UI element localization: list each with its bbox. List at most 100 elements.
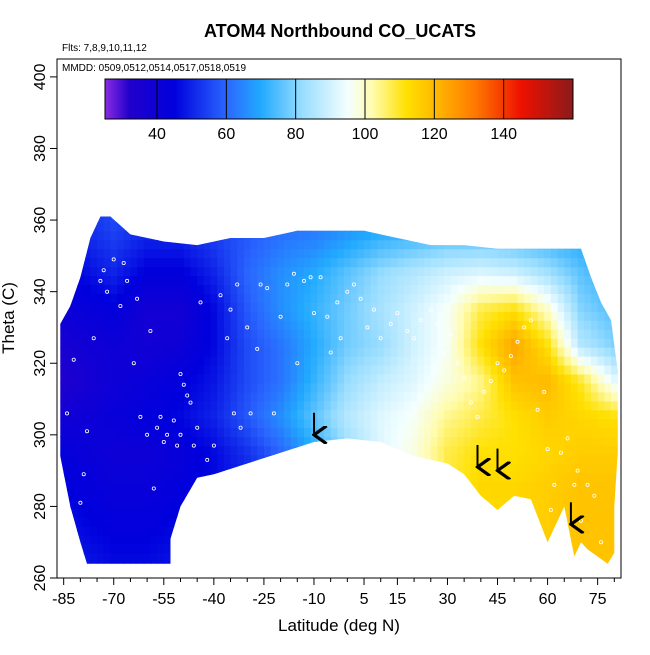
heatmap-cell xyxy=(243,463,252,473)
heatmap-cell xyxy=(90,338,98,348)
heatmap-cell xyxy=(591,552,599,563)
heatmap-cell xyxy=(317,266,325,277)
heatmap-cell xyxy=(444,374,452,384)
heatmap-cell xyxy=(604,293,612,303)
heatmap-cell xyxy=(63,544,71,554)
heatmap-cell xyxy=(270,382,278,393)
heatmap-cell xyxy=(123,302,131,312)
heatmap-cell xyxy=(137,499,145,509)
heatmap-cell xyxy=(490,248,499,259)
heatmap-cell xyxy=(324,275,332,285)
heatmap-cell xyxy=(243,552,252,563)
heatmap-cell xyxy=(390,490,398,500)
heatmap-cell xyxy=(370,400,378,411)
heatmap-cell xyxy=(290,535,298,545)
heatmap-cell xyxy=(537,365,545,375)
heatmap-cell xyxy=(283,490,292,500)
heatmap-cell xyxy=(190,248,198,259)
heatmap-cell xyxy=(450,284,459,294)
heatmap-cell xyxy=(411,204,418,214)
heatmap-cell xyxy=(477,391,485,402)
heatmap-cell xyxy=(143,293,152,303)
heatmap-cell xyxy=(183,552,192,563)
heatmap-cell xyxy=(577,490,585,500)
heatmap-cell xyxy=(584,311,592,321)
heatmap-cell xyxy=(350,284,358,294)
heatmap-cell xyxy=(537,329,545,339)
heatmap-cell xyxy=(464,311,472,321)
heatmap-cell xyxy=(183,338,192,348)
heatmap-cell xyxy=(577,552,585,563)
heatmap-cell xyxy=(370,284,378,294)
heatmap-cell xyxy=(370,266,378,277)
heatmap-cell xyxy=(357,204,364,214)
heatmap-cell xyxy=(537,338,545,348)
heatmap-cell xyxy=(544,216,552,223)
heatmap-cell xyxy=(277,436,285,447)
heatmap-cell xyxy=(110,302,118,312)
heatmap-cell xyxy=(190,418,198,429)
heatmap-cell xyxy=(117,436,125,447)
heatmap-cell xyxy=(304,293,312,303)
heatmap-cell xyxy=(584,445,592,456)
sample-point xyxy=(542,389,547,394)
heatmap-cell xyxy=(517,490,525,500)
heatmap-cell xyxy=(557,275,565,285)
heatmap-cell xyxy=(504,365,512,375)
heatmap-cell xyxy=(103,526,111,536)
sample-point xyxy=(71,357,76,362)
heatmap-cell xyxy=(203,400,212,411)
heatmap-cell xyxy=(564,535,572,545)
heatmap-cell xyxy=(464,374,472,384)
heatmap-cell xyxy=(524,382,532,393)
heatmap-cell xyxy=(297,418,305,429)
heatmap-cell xyxy=(484,221,492,232)
heatmap-cell xyxy=(350,552,358,563)
heatmap-cell xyxy=(263,356,272,366)
heatmap-cell xyxy=(350,535,358,545)
heatmap-cell xyxy=(337,365,345,375)
heatmap-cell xyxy=(344,365,352,375)
heatmap-cell xyxy=(510,517,519,527)
x-tick-label: 75 xyxy=(589,591,607,608)
heatmap-cell xyxy=(63,248,71,259)
heatmap-cell xyxy=(390,216,398,223)
heatmap-cell xyxy=(384,257,392,268)
heatmap-cell xyxy=(557,216,565,223)
heatmap-cell xyxy=(324,257,332,268)
heatmap-cell xyxy=(130,320,138,330)
heatmap-cell xyxy=(170,347,178,357)
heatmap-cell xyxy=(484,490,492,500)
heatmap-cell xyxy=(584,284,592,294)
heatmap-cell xyxy=(570,544,579,554)
heatmap-cell xyxy=(103,481,111,491)
heatmap-cell xyxy=(103,320,111,330)
heatmap-cell xyxy=(223,463,232,473)
heatmap-cell xyxy=(297,472,305,482)
heatmap-cell xyxy=(591,535,599,545)
heatmap-cell xyxy=(263,517,272,527)
heatmap-cell xyxy=(524,356,532,366)
heatmap-cell xyxy=(223,561,232,564)
heatmap-cell xyxy=(163,302,172,312)
heatmap-cell xyxy=(337,427,345,438)
heatmap-cell xyxy=(250,508,258,518)
heatmap-cell xyxy=(444,508,452,518)
heatmap-cell xyxy=(450,248,459,259)
heatmap-cell xyxy=(611,293,618,303)
heatmap-cell xyxy=(157,499,165,509)
heatmap-cell xyxy=(203,544,212,554)
heatmap-cell xyxy=(357,490,365,500)
heatmap-cell xyxy=(337,320,345,330)
heatmap-cell xyxy=(450,374,459,384)
heatmap-cell xyxy=(290,221,298,232)
heatmap-cell xyxy=(324,427,332,438)
heatmap-cell xyxy=(444,329,452,339)
heatmap-cell xyxy=(437,427,445,438)
heatmap-cell xyxy=(497,338,505,348)
heatmap-cell xyxy=(310,284,318,294)
heatmap-cell xyxy=(77,230,85,241)
heatmap-cell xyxy=(550,552,559,563)
sample-point xyxy=(98,278,103,283)
